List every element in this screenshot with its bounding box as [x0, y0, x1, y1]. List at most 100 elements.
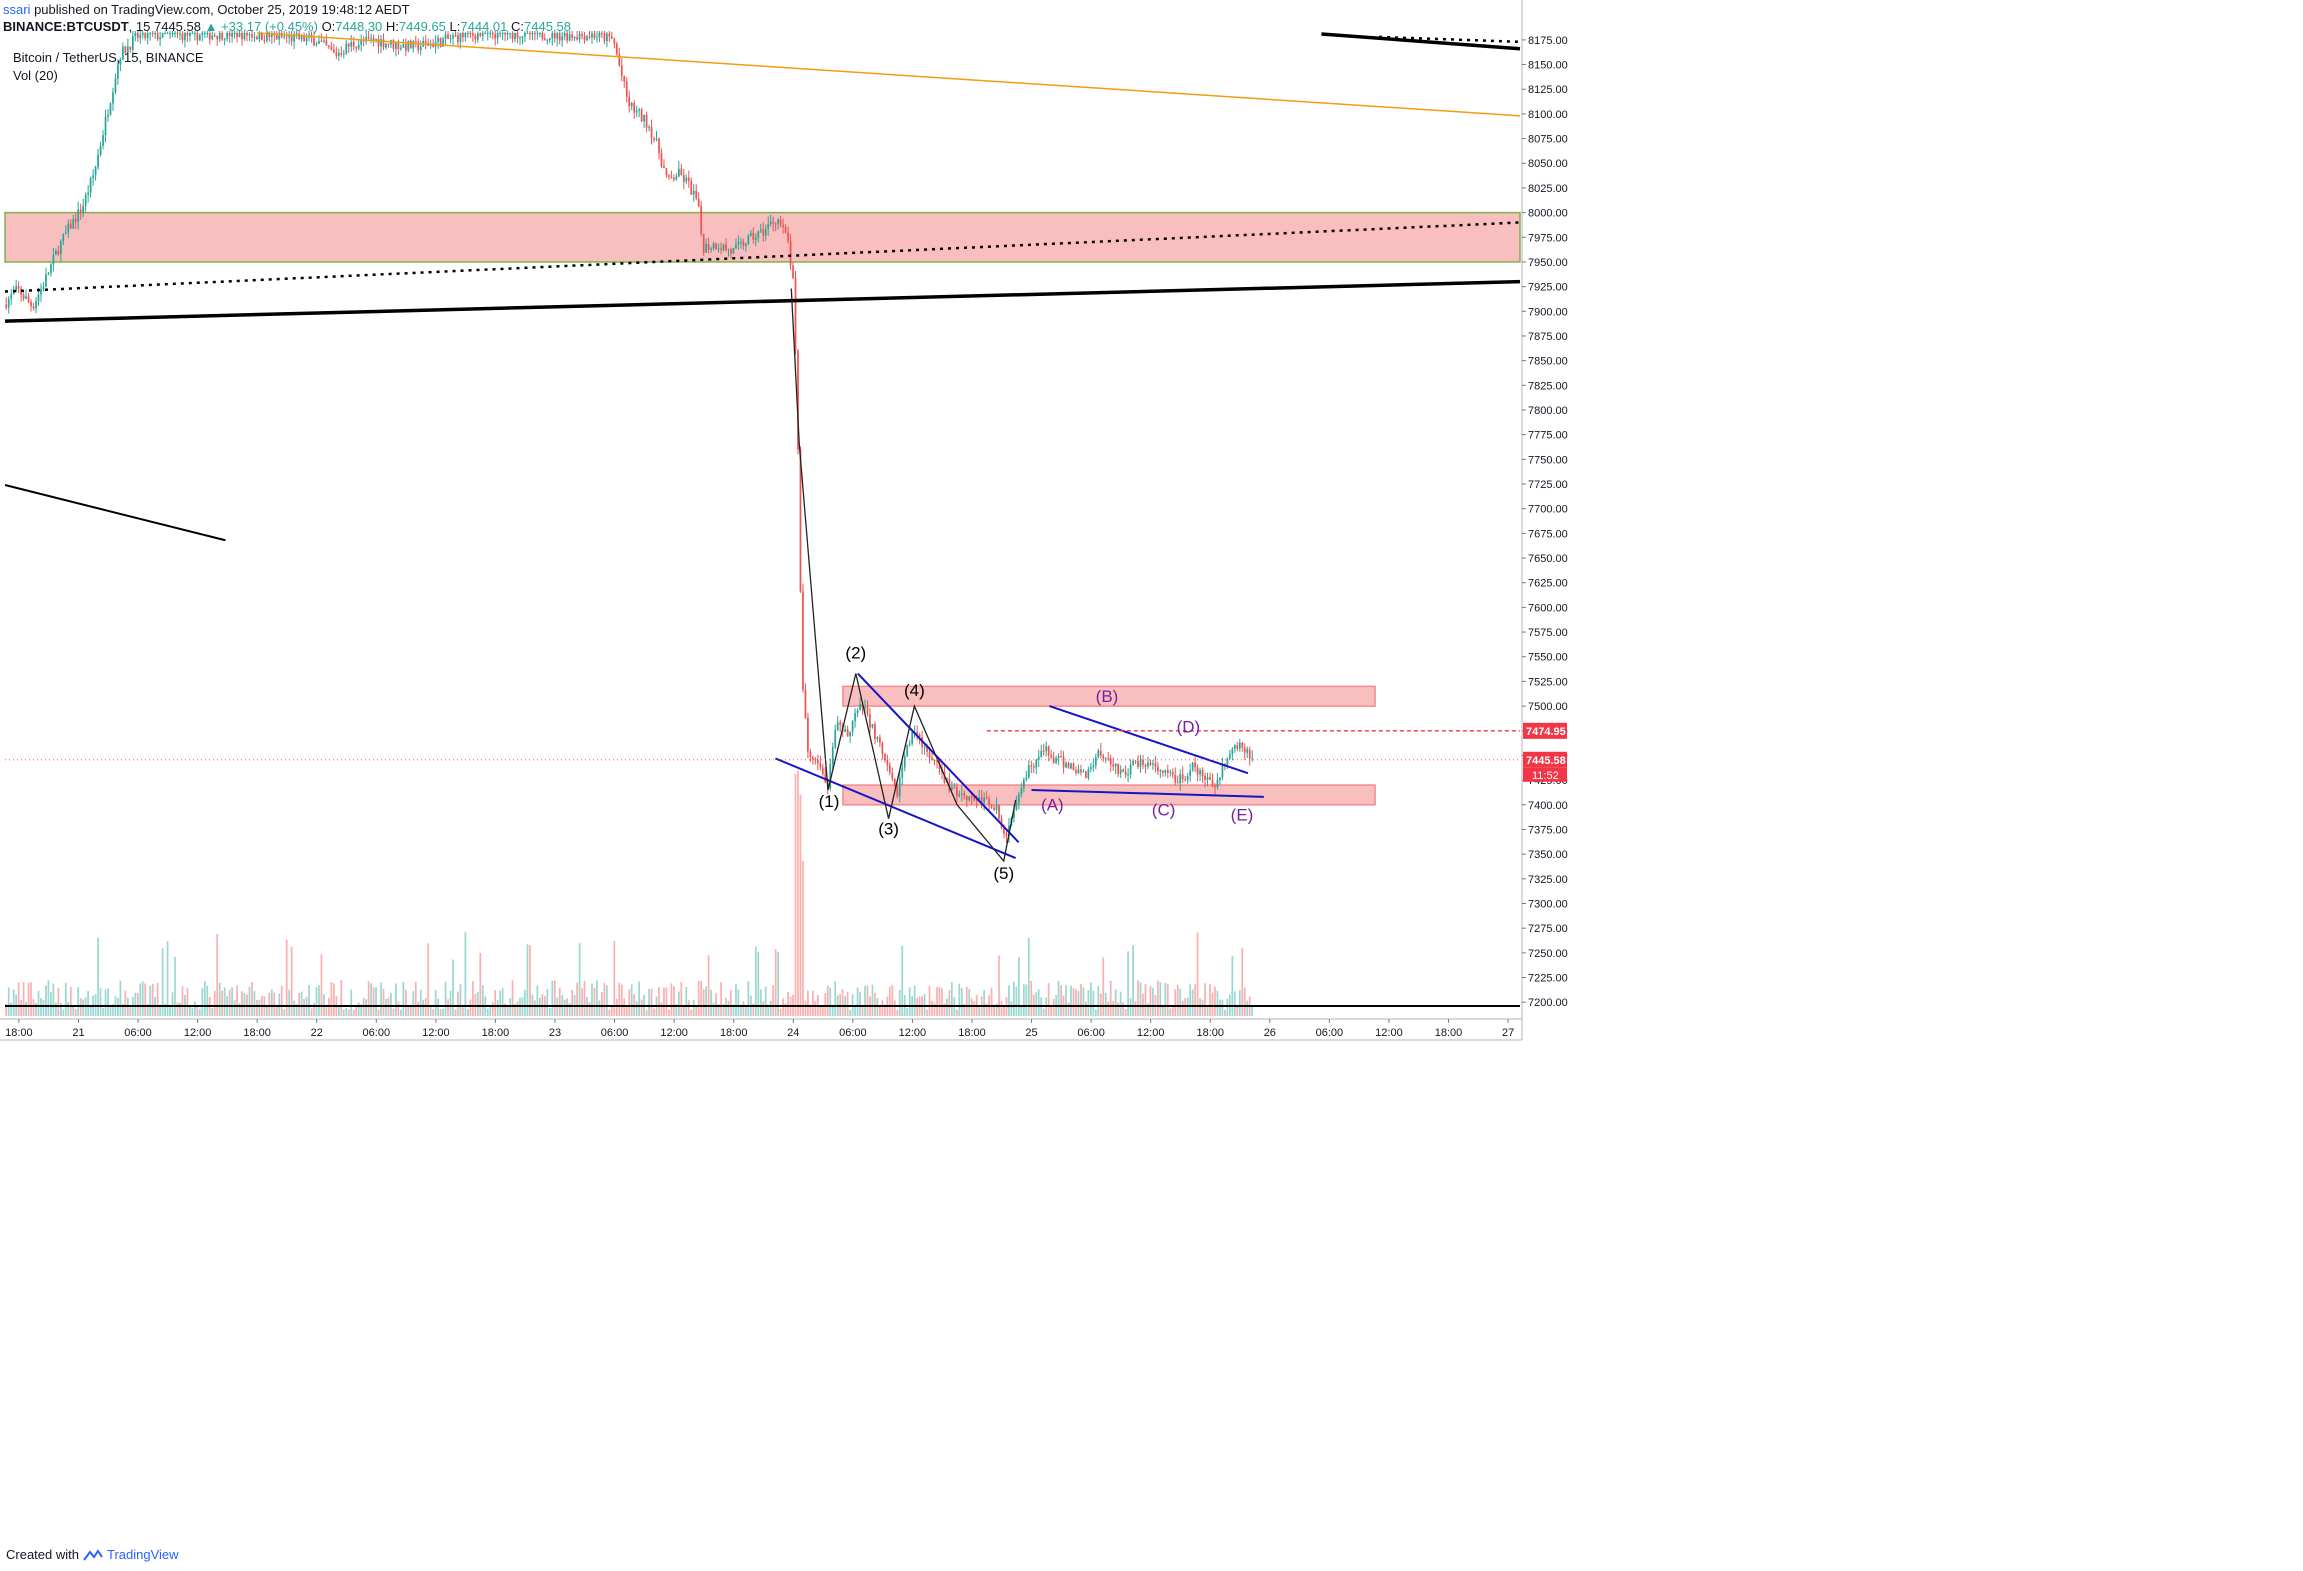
volume-bar — [1189, 984, 1192, 1016]
candle-body — [1077, 769, 1080, 773]
candle-body — [727, 249, 730, 251]
candle-body — [457, 35, 459, 43]
candle-body — [1228, 754, 1231, 759]
price-tick-label: 7600.00 — [1528, 602, 1568, 614]
volume-bar — [5, 1003, 8, 1016]
candle-body — [821, 767, 824, 774]
candle-body — [231, 32, 233, 37]
candle-body — [754, 237, 757, 240]
volume-bar — [444, 981, 447, 1016]
volume-bar — [1047, 982, 1050, 1016]
candle-body — [409, 40, 412, 49]
volume-bar — [1171, 1005, 1174, 1016]
series-legend[interactable]: Bitcoin / TetherUS, 15, BINANCE — [13, 50, 204, 65]
candle-body — [553, 32, 556, 39]
volume-bar — [1057, 980, 1060, 1016]
volume-bar — [893, 1000, 896, 1016]
candle-body — [109, 103, 112, 115]
candle-body — [1057, 756, 1060, 759]
candle-body — [481, 32, 484, 36]
candle-body — [149, 32, 152, 34]
volume-bar — [695, 1006, 698, 1016]
time-tick-label: 06:00 — [363, 1027, 391, 1039]
candle-body — [1025, 777, 1028, 780]
wave-label: (B) — [1096, 687, 1119, 706]
volume-bar — [1000, 1001, 1003, 1016]
last-price-tag-bg — [1523, 751, 1567, 768]
volume-bar — [107, 988, 109, 1016]
candles-layer — [5, 30, 1254, 844]
volume-bar — [494, 990, 497, 1016]
volume-bar — [1094, 1009, 1097, 1016]
candle-body — [191, 32, 194, 34]
candle-body — [891, 772, 894, 779]
candle-body — [980, 796, 983, 803]
candle-body — [25, 296, 27, 299]
volume-bar — [156, 983, 159, 1016]
tradingview-brand[interactable]: TradingView — [106, 1547, 179, 1562]
volume-bar — [1221, 999, 1224, 1016]
volume-bar — [300, 991, 303, 1016]
candle-body — [1122, 769, 1125, 772]
volume-bar — [603, 982, 606, 1016]
volume-bar — [1139, 982, 1142, 1016]
volume-bar — [1224, 1009, 1226, 1016]
candle-body — [712, 243, 715, 249]
alert-price-tag: 7474.95 — [1526, 726, 1566, 738]
volume-bar — [385, 998, 387, 1016]
support-box — [842, 784, 1376, 806]
volume-bar — [946, 998, 948, 1016]
volume-bar — [298, 992, 300, 1016]
candle-body — [77, 209, 80, 222]
candle-body — [208, 32, 211, 40]
candle-body — [1191, 762, 1194, 771]
candle-body — [883, 753, 886, 760]
candle-body — [340, 52, 343, 55]
volume-bar — [1067, 1002, 1070, 1016]
blue-triangle-upper — [1049, 705, 1249, 775]
candle-body — [772, 221, 775, 224]
volume-bar — [804, 1000, 807, 1016]
volume-bar — [270, 989, 273, 1016]
volume-bar — [660, 1002, 663, 1016]
time-tick-label: 18:00 — [482, 1027, 510, 1039]
volume-bar — [1107, 1001, 1110, 1016]
volume-bar — [457, 991, 459, 1016]
volume-bar — [417, 1001, 420, 1016]
candle-body — [102, 135, 104, 146]
volume-bar — [797, 770, 799, 1016]
candle-body — [330, 46, 333, 50]
candle-body — [186, 32, 189, 36]
volume-bar — [449, 990, 452, 1016]
publisher-link[interactable]: ssari — [3, 2, 31, 17]
candle-body — [452, 35, 454, 39]
volume-bar — [194, 1001, 196, 1016]
volume-bar — [551, 980, 554, 1016]
candle-body — [1027, 765, 1030, 778]
candle-body — [134, 32, 137, 37]
candle-body — [990, 805, 993, 808]
candle-body — [27, 296, 30, 302]
volume-legend[interactable]: Vol (20) — [13, 68, 58, 83]
candle-body — [375, 38, 377, 41]
candle-body — [802, 591, 804, 690]
volume-bar — [1179, 988, 1182, 1016]
candle-body — [906, 744, 909, 756]
candle-body — [735, 244, 737, 249]
candle-body — [1067, 763, 1070, 769]
volume-bar — [20, 1000, 23, 1016]
candle-body — [879, 737, 881, 743]
volume-bar — [841, 989, 844, 1016]
volume-bar — [119, 980, 122, 1016]
blue-wedge-upper — [857, 672, 1020, 843]
volume-bar — [1201, 1000, 1204, 1016]
volume-bar — [1030, 980, 1033, 1016]
price-tick-label: 7975.00 — [1528, 232, 1568, 244]
candle-body — [1037, 756, 1040, 760]
volume-bar — [923, 993, 926, 1016]
volume-bar — [35, 1003, 37, 1016]
volume-bar — [462, 1007, 464, 1016]
candle-body — [360, 39, 363, 45]
